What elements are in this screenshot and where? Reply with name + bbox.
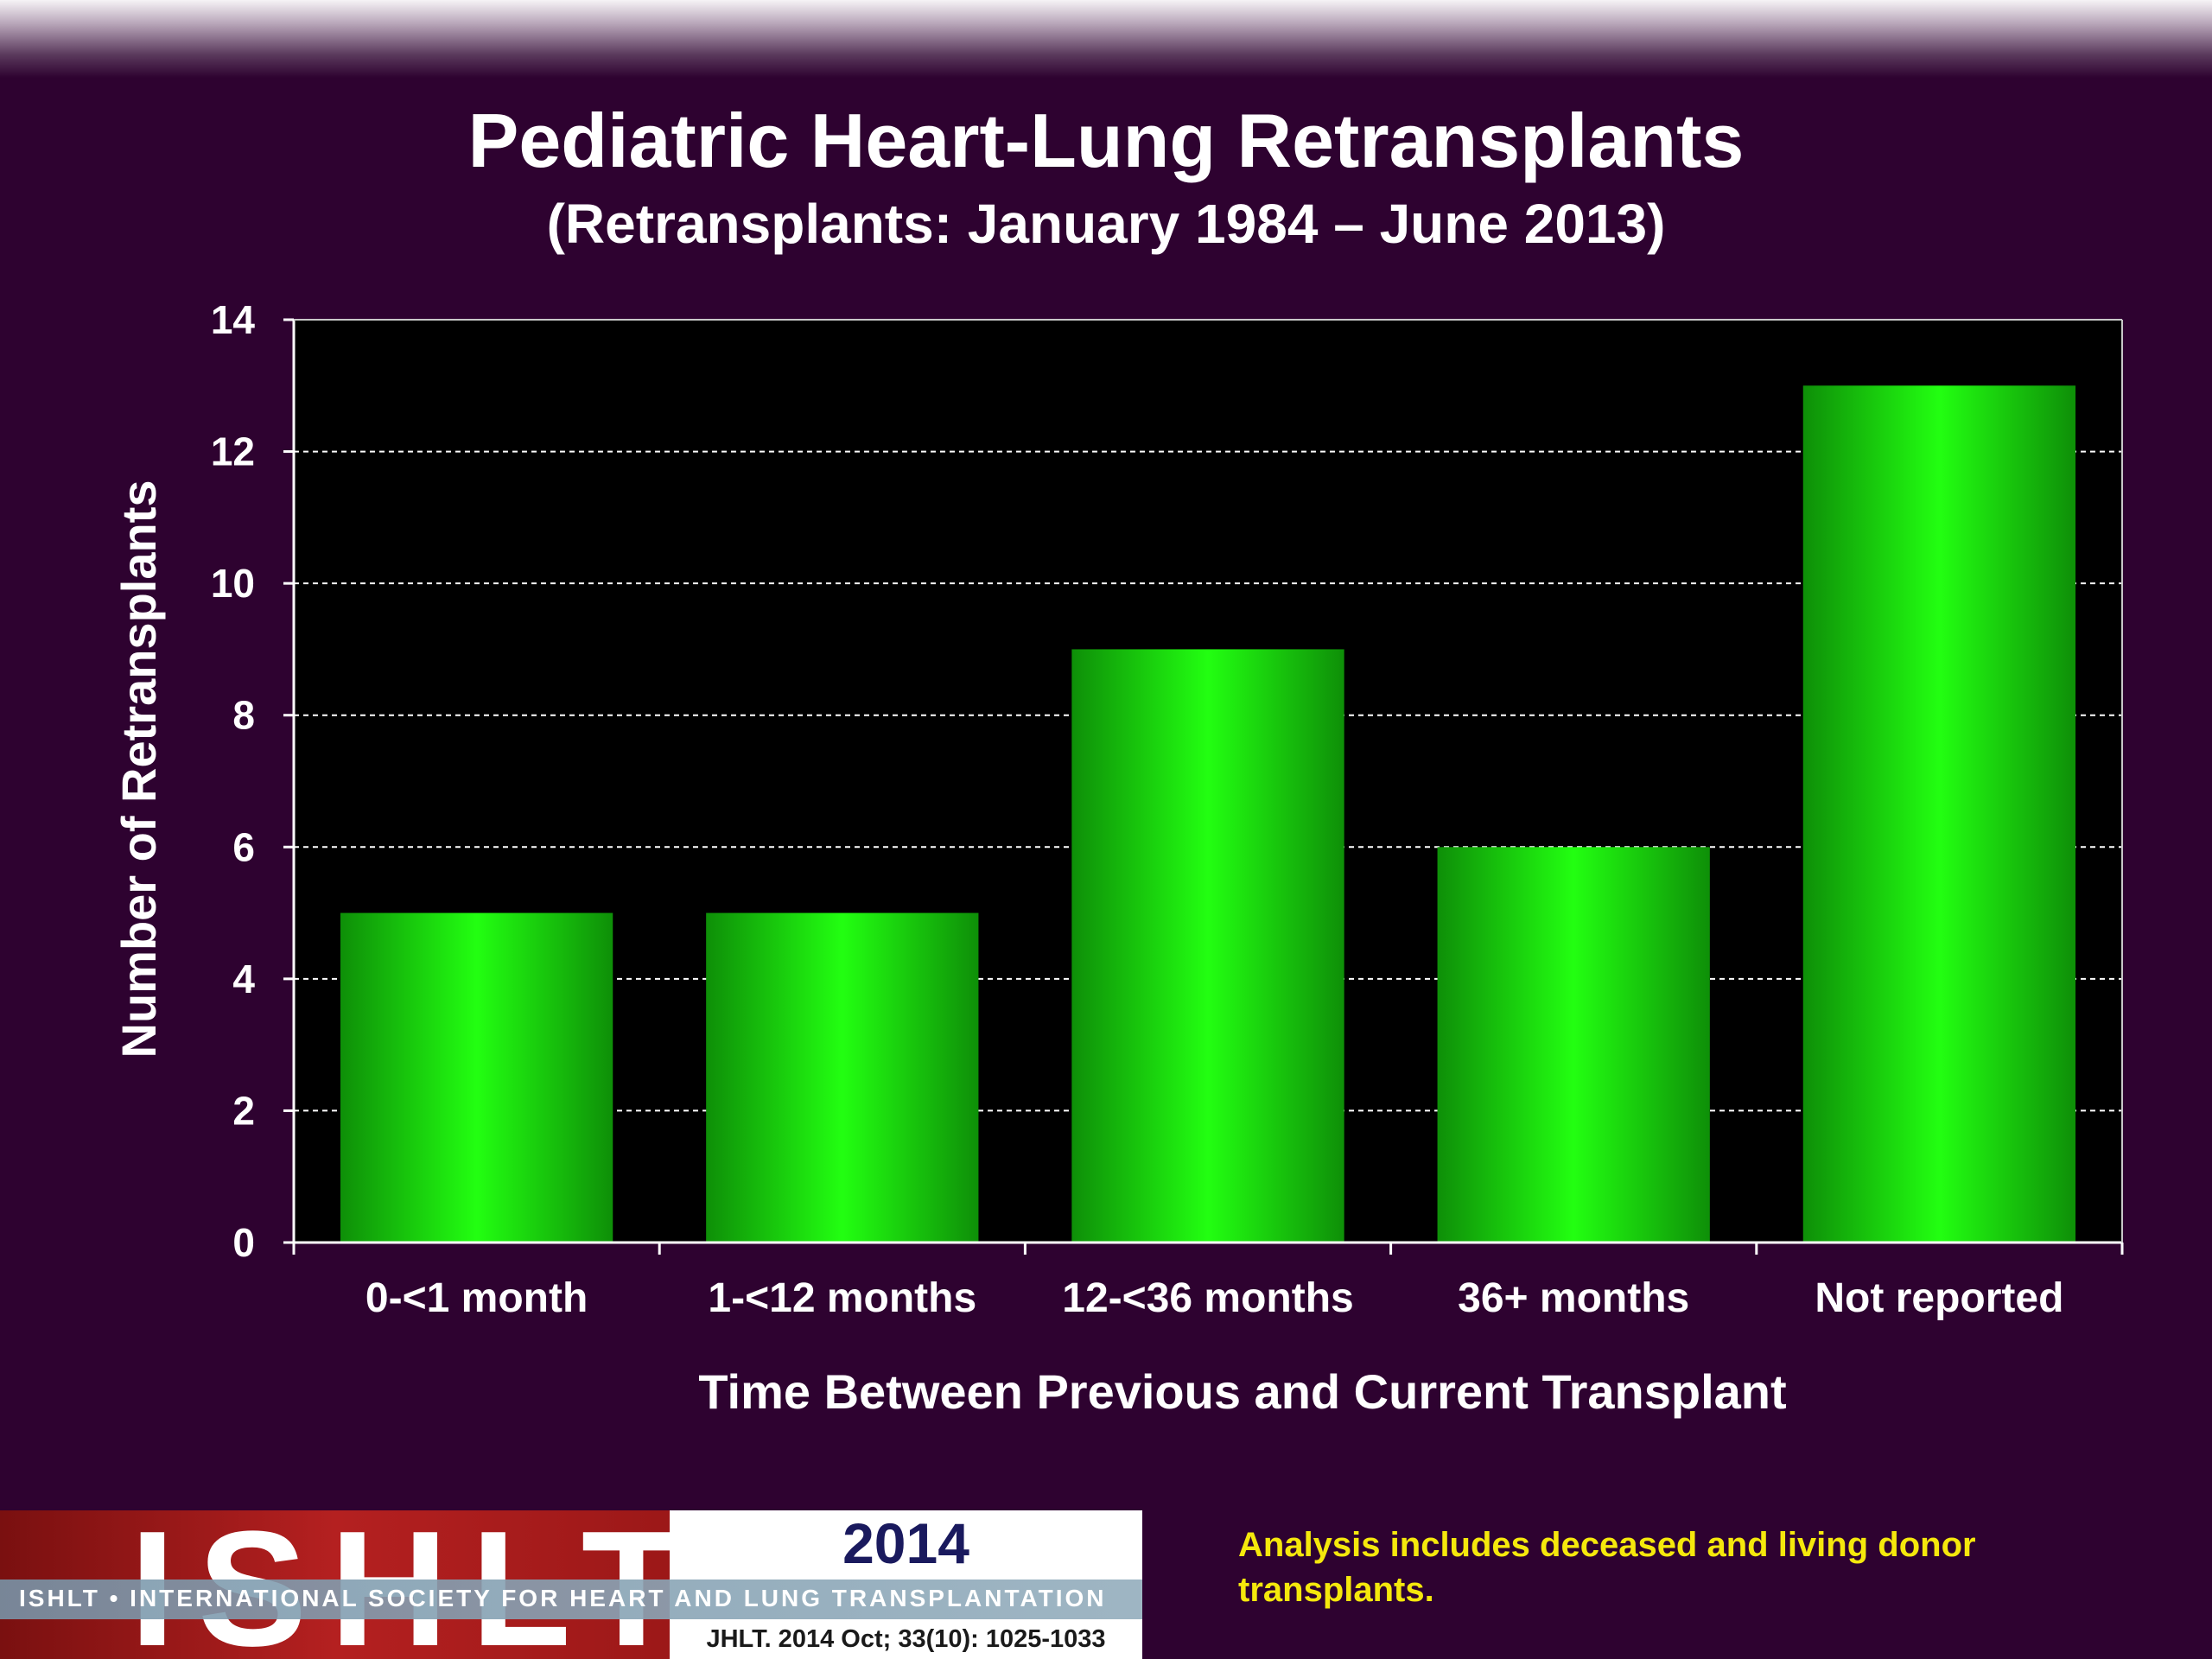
y-tick-label: 14 (211, 297, 256, 342)
logo-society-strip: ISHLT • INTERNATIONAL SOCIETY FOR HEART … (0, 1580, 1142, 1619)
chart-subtitle: (Retransplants: January 1984 – June 2013… (546, 193, 1666, 255)
x-tick-label: 0-<1 month (365, 1275, 588, 1321)
logo-year: 2014 (842, 1511, 969, 1575)
y-tick-label: 12 (211, 429, 255, 474)
y-tick-label: 0 (232, 1220, 255, 1265)
bar (1437, 847, 1710, 1243)
journal-citation: JHLT. 2014 Oct; 33(10): 1025-1033 (706, 1625, 1106, 1653)
x-axis-label: Time Between Previous and Current Transp… (698, 1364, 1786, 1419)
y-tick-label: 6 (232, 824, 255, 869)
y-tick-label: 8 (232, 693, 255, 738)
bar-chart: 0 2 4 6 8 10 12 14 0-<1 month 1-<12 months 12-<36 … (111, 297, 2124, 1419)
y-tick-label: 10 (211, 561, 255, 606)
x-tick-label: 36+ months (1458, 1275, 1689, 1321)
bar (1071, 649, 1344, 1243)
y-axis-label: Number of Retransplants (111, 480, 166, 1058)
chart-title: Pediatric Heart-Lung Retransplants (467, 98, 1745, 183)
x-tick-label: Not reported (1815, 1275, 2063, 1321)
top-gradient-band (0, 0, 2212, 78)
y-tick-label: 2 (232, 1088, 255, 1133)
bar (706, 912, 979, 1243)
bar (340, 912, 613, 1243)
x-tick-label: 1-<12 months (708, 1275, 976, 1321)
ishlt-logo: ISHLT 2014 ISHLT • INTERNATIONAL SOCIETY… (0, 1510, 1142, 1659)
x-tick-label: 12-<36 months (1062, 1275, 1353, 1321)
bar (1802, 385, 2076, 1243)
analysis-note: Analysis includes deceased and living do… (1238, 1526, 1976, 1609)
y-tick-label: 4 (232, 957, 255, 1001)
logo-society-name: ISHLT • INTERNATIONAL SOCIETY FOR HEART … (19, 1585, 1107, 1611)
